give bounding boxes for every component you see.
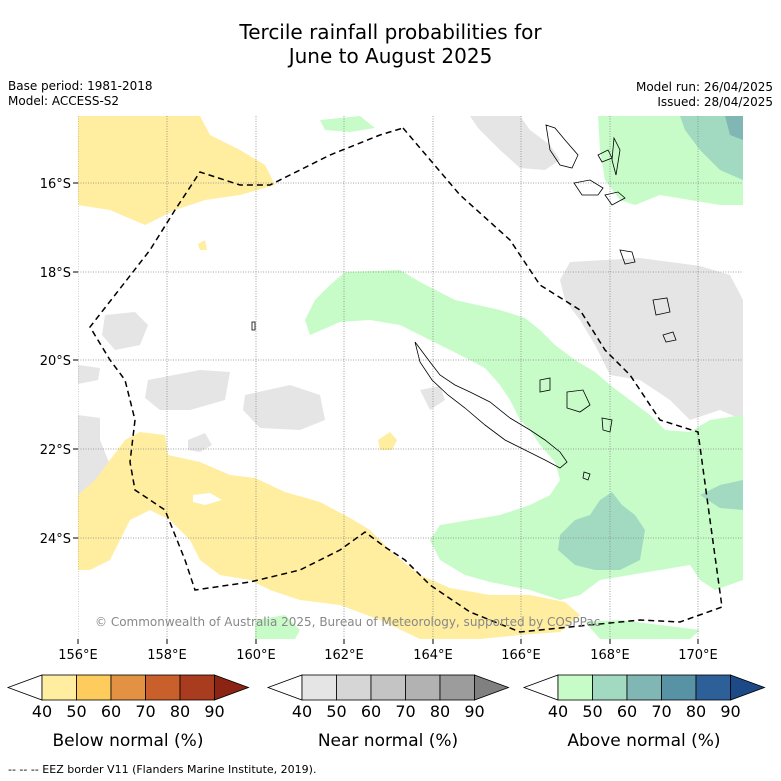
title-line-1: Tercile rainfall probabilities for <box>239 20 542 44</box>
eez-border <box>89 127 723 633</box>
colorbar-extend-low <box>522 674 559 701</box>
colorbar-tick-label: 50 <box>326 702 346 721</box>
colorbar-tick-label: 60 <box>361 702 381 721</box>
lon-label: 162°E <box>324 648 364 663</box>
coastlines <box>251 124 677 481</box>
lon-label: 168°E <box>590 648 630 663</box>
lon-label: 170°E <box>678 648 718 663</box>
colorbar-tick-label: 90 <box>464 702 484 721</box>
colorbar-segment <box>439 674 475 701</box>
lon-label: 156°E <box>58 648 98 663</box>
colorbar-title-near: Near normal (%) <box>317 731 459 751</box>
colorbar-extend-high <box>214 674 250 701</box>
colorbar-tick-label: 40 <box>292 702 312 721</box>
colorbar-segment <box>370 674 406 701</box>
colorbar-segment <box>179 674 215 701</box>
below-normal-regions <box>78 116 580 639</box>
lat-label: 18°S <box>40 266 71 281</box>
colorbar-segment <box>336 674 372 701</box>
colorbar-tick-label: 90 <box>204 702 224 721</box>
colorbars: 40 50 60 70 80 90 40 50 60 70 80 90 40 50 60 70 80 90 <box>6 674 766 721</box>
colorbar-segment <box>592 674 628 701</box>
model-run: Model run: 26/04/2025 <box>635 80 773 94</box>
lat-label: 24°S <box>40 532 71 547</box>
grid-lines <box>78 116 743 639</box>
colorbar-segment <box>76 674 112 701</box>
colorbar-tick-label: 40 <box>32 702 52 721</box>
above-normal-50-regions <box>558 116 743 570</box>
colorbar-tick-label: 80 <box>170 702 190 721</box>
colorbar-extend-low <box>6 674 43 701</box>
lat-label: 16°S <box>40 177 71 192</box>
map-area <box>78 116 743 639</box>
colorbar-tick-label: 40 <box>548 702 568 721</box>
eez-footer-note: -- -- -- EEZ border V11 (Flanders Marine… <box>8 763 317 776</box>
base-period: Base period: 1981-2018 <box>8 79 153 93</box>
colorbar-extend-low <box>266 674 303 701</box>
colorbar-segment <box>110 674 146 701</box>
colorbar-tick-label: 50 <box>66 702 86 721</box>
lon-labels: 156°E 158°E 160°E 162°E 164°E 166°E 168°… <box>58 648 718 663</box>
meta-left: Base period: 1981-2018 Model: ACCESS-S2 <box>8 79 153 109</box>
copyright-text: © Commonwealth of Australia 2025, Bureau… <box>95 615 600 629</box>
colorbar-segment <box>626 674 662 701</box>
title-line-2: June to August 2025 <box>288 44 493 68</box>
lon-label: 164°E <box>413 648 453 663</box>
colorbar-tick-label: 70 <box>395 702 415 721</box>
map-title: Tercile rainfall probabilities for June … <box>0 20 781 68</box>
colorbar-extend-high <box>474 674 510 701</box>
colorbar-segment <box>557 674 593 701</box>
colorbar-above: 40 50 60 70 80 90 <box>522 674 766 721</box>
axis-ticks <box>73 182 699 644</box>
colorbar-tick-label: 50 <box>582 702 602 721</box>
model-name: Model: ACCESS-S2 <box>8 94 120 108</box>
above-normal-60-regions <box>725 116 743 140</box>
colorbar-segment <box>661 674 697 701</box>
colorbar-tick-label: 70 <box>651 702 671 721</box>
issued-date: Issued: 28/04/2025 <box>657 95 773 109</box>
colorbar-extend-high <box>730 674 766 701</box>
colorbar-tick-label: 60 <box>617 702 637 721</box>
lon-label: 158°E <box>147 648 187 663</box>
lon-label: 166°E <box>501 648 541 663</box>
colorbar-segment <box>145 674 181 701</box>
colorbar-title-below: Below normal (%) <box>52 731 204 751</box>
colorbar-segment <box>695 674 731 701</box>
lat-labels: 16°S 18°S 20°S 22°S 24°S <box>40 177 71 547</box>
colorbar-below: 40 50 60 70 80 90 <box>6 674 250 721</box>
lon-label: 160°E <box>236 648 276 663</box>
colorbar-tick-label: 80 <box>430 702 450 721</box>
lat-label: 20°S <box>40 354 71 369</box>
colorbar-title-above: Above normal (%) <box>567 731 721 751</box>
colorbar-segment <box>301 674 337 701</box>
colorbar-near: 40 50 60 70 80 90 <box>266 674 510 721</box>
colorbar-tick-label: 60 <box>101 702 121 721</box>
colorbar-segment <box>41 674 77 701</box>
colorbar-tick-label: 90 <box>720 702 740 721</box>
meta-right: Model run: 26/04/2025 Issued: 28/04/2025 <box>636 80 773 110</box>
colorbar-tick-label: 80 <box>686 702 706 721</box>
colorbar-segment <box>405 674 441 701</box>
lat-label: 22°S <box>40 443 71 458</box>
colorbar-tick-label: 70 <box>135 702 155 721</box>
